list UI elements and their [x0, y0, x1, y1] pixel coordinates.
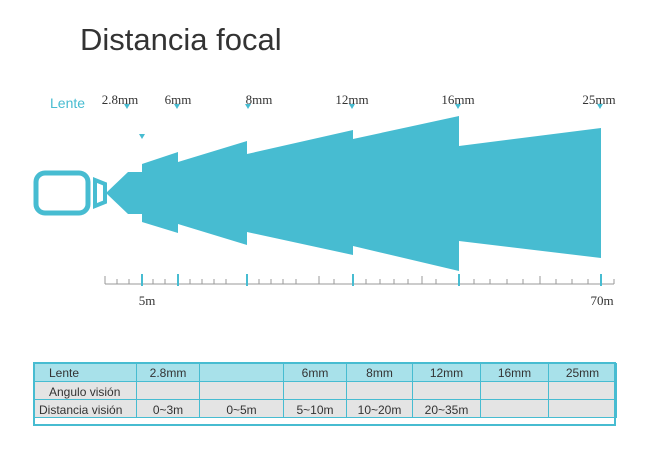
table-cell [136, 381, 200, 400]
distance-scale [104, 274, 615, 286]
field-of-view-cone [106, 116, 601, 271]
focal-label-16mm: 16mm [441, 92, 475, 107]
table-cell: Angulo visión [34, 381, 137, 400]
table-header-cell: 25mm [548, 363, 617, 382]
table-cell: 20~35m [412, 399, 481, 418]
table-cell: 5~10m [283, 399, 347, 418]
table-header-cell: 8mm [346, 363, 413, 382]
table-header-cell [199, 363, 284, 382]
table-cell [480, 381, 549, 400]
table-header-cell: 2.8mm [136, 363, 200, 382]
table-header-cell: Lente [34, 363, 137, 382]
table-row-distance: Distancia visión 0~3m 0~5m 5~10m 10~20m … [34, 399, 617, 418]
table-cell: 0~5m [199, 399, 284, 418]
distance-label-5m: 5m [138, 293, 156, 308]
focal-label-8mm: 8mm [245, 92, 273, 107]
focal-label-2-8mm: 2.8mm [101, 92, 139, 107]
table-cell: 0~3m [136, 399, 200, 418]
table-cell [283, 381, 347, 400]
table-cell [346, 381, 413, 400]
table-cell: Distancia visión [34, 399, 137, 418]
table-header-cell: 6mm [283, 363, 347, 382]
distance-label-70m: 70m [590, 293, 614, 308]
focal-label-6mm: 6mm [164, 92, 192, 107]
table-cell [548, 381, 617, 400]
focal-distance-diagram [33, 104, 615, 286]
page-title: Distancia focal [80, 22, 282, 57]
table-header-cell: 12mm [412, 363, 481, 382]
table-cell [548, 399, 617, 418]
table-header-cell: 16mm [480, 363, 549, 382]
focal-label-25mm: 25mm [582, 92, 616, 107]
table-cell [199, 381, 284, 400]
table-row-angle: Angulo visión [34, 381, 617, 400]
table-cell [480, 399, 549, 418]
focal-label-12mm: 12mm [335, 92, 369, 107]
camera-icon [33, 170, 107, 216]
table-header-row: Lente 2.8mm 6mm 8mm 12mm 16mm 25mm [34, 363, 617, 382]
lens-label: Lente [50, 95, 86, 111]
table-cell [412, 381, 481, 400]
focal-markers [124, 104, 603, 139]
table-cell: 10~20m [346, 399, 413, 418]
specs-table: Lente 2.8mm 6mm 8mm 12mm 16mm 25mm Angul… [34, 363, 617, 418]
